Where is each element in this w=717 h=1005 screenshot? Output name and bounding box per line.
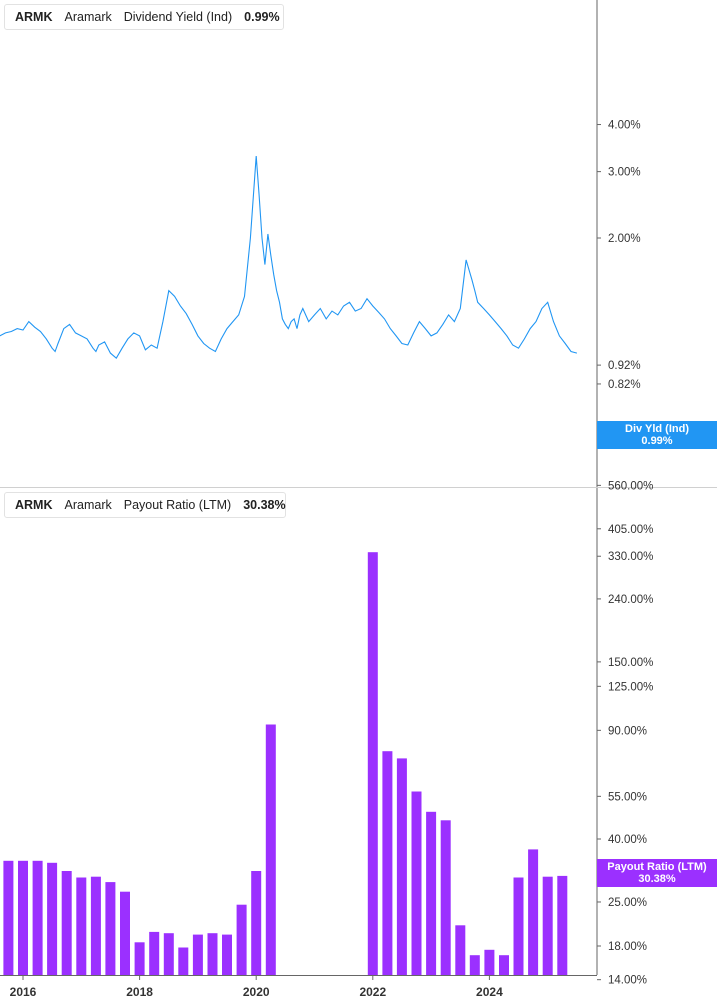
payout-bar (222, 934, 232, 975)
x-axis-ticks: 2016 2018 2020 2022 2024 (10, 975, 503, 999)
payout-bar (542, 876, 553, 975)
payout-bar (192, 934, 203, 975)
payout-bars (3, 552, 568, 975)
yield-flag-value: 0.99% (641, 435, 673, 447)
top-legend: ARMK Aramark Dividend Yield (Ind) 0.99% (4, 4, 284, 30)
payout-bar (76, 877, 87, 975)
x-tick-label: 2020 (243, 985, 270, 999)
top-y-tick-label: 0.92% (608, 360, 641, 372)
bottom-y-tick-label: 25.00% (608, 897, 647, 909)
payout-bar (163, 933, 174, 975)
payout-bar (47, 862, 58, 975)
payout-flag-label: Payout Ratio (LTM) (607, 861, 707, 873)
top-legend-metric: Dividend Yield (Ind) (123, 10, 233, 24)
payout-bar (469, 955, 480, 975)
payout-bar (440, 820, 451, 975)
yield-value-flag: Div Yld (Ind) 0.99% (597, 421, 717, 449)
bottom-y-tick-label: 560.00% (608, 480, 653, 492)
payout-bar (207, 933, 218, 975)
payout-bar (120, 891, 130, 975)
top-y-tick-label: 4.00% (608, 120, 641, 132)
top-y-axis-ticks: 4.00% 3.00% 2.00% 0.92% 0.82% (597, 120, 641, 391)
payout-bar (367, 552, 378, 975)
payout-bar (499, 955, 509, 975)
payout-bar (528, 849, 539, 975)
payout-bar (3, 860, 14, 975)
bottom-y-tick-label: 330.00% (608, 551, 653, 563)
x-tick-label: 2022 (359, 985, 386, 999)
bottom-legend: ARMK Aramark Payout Ratio (LTM) 30.38% (4, 492, 286, 518)
payout-bar (426, 811, 437, 975)
payout-bar (32, 860, 43, 975)
payout-bar (513, 877, 524, 975)
payout-bar (411, 791, 422, 975)
payout-bar (149, 931, 160, 975)
x-tick-label: 2018 (126, 985, 153, 999)
bottom-legend-value: 30.38% (243, 498, 286, 512)
bottom-legend-ticker: ARMK (15, 498, 53, 512)
bottom-legend-company: Aramark (64, 498, 112, 512)
bottom-legend-metric: Payout Ratio (LTM) (123, 498, 232, 512)
bottom-y-tick-label: 240.00% (608, 594, 653, 606)
top-legend-ticker: ARMK (15, 10, 53, 24)
payout-bar (90, 876, 101, 975)
x-tick-label: 2024 (476, 985, 503, 999)
payout-bar (105, 882, 116, 975)
bottom-y-tick-label: 90.00% (608, 725, 647, 737)
payout-bar (134, 942, 145, 975)
yield-flag-label: Div Yld (Ind) (625, 423, 689, 435)
payout-value-flag: Payout Ratio (LTM) 30.38% (597, 859, 717, 887)
bottom-y-tick-label: 40.00% (608, 834, 647, 846)
payout-bar (382, 751, 393, 975)
bottom-y-tick-label: 125.00% (608, 681, 653, 693)
top-legend-company: Aramark (64, 10, 112, 24)
bottom-y-tick-label: 18.00% (608, 941, 647, 953)
payout-bar (396, 758, 407, 975)
payout-bar (251, 871, 262, 975)
top-y-tick-label: 0.82% (608, 379, 641, 391)
payout-flag-value: 30.38% (638, 873, 676, 885)
bottom-y-tick-label: 150.00% (608, 657, 653, 669)
top-y-tick-label: 3.00% (608, 167, 641, 179)
top-y-tick-label: 2.00% (608, 233, 641, 245)
payout-bar (236, 904, 247, 975)
bottom-y-tick-label: 55.00% (608, 791, 647, 803)
bottom-y-tick-label: 14.00% (608, 975, 647, 987)
payout-bar (557, 875, 568, 975)
payout-bar (61, 871, 72, 975)
payout-bar (484, 949, 495, 975)
payout-bar (265, 724, 276, 975)
payout-bar (455, 925, 466, 975)
bottom-y-tick-label: 405.00% (608, 524, 653, 536)
payout-bar (178, 947, 189, 975)
x-tick-label: 2016 (10, 985, 37, 999)
top-legend-value: 0.99% (244, 10, 280, 24)
dividend-yield-line (0, 155, 578, 360)
payout-bar (18, 860, 28, 975)
bottom-y-axis-ticks: 560.00% 405.00% 330.00% 240.00% 150.00% 125.0… (597, 480, 653, 987)
